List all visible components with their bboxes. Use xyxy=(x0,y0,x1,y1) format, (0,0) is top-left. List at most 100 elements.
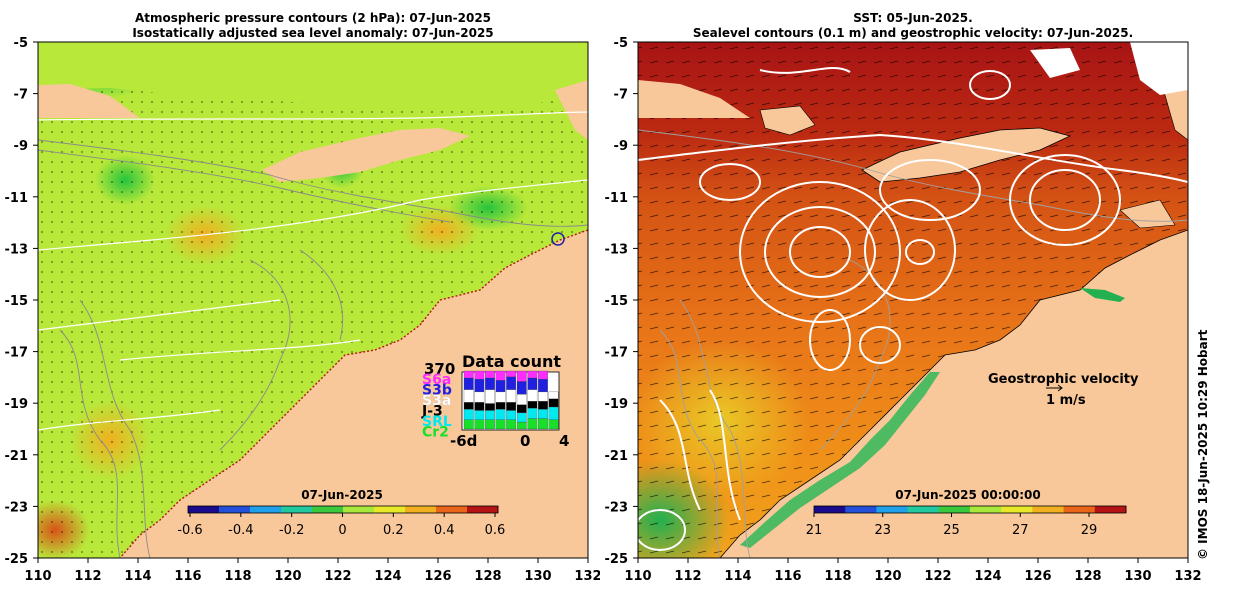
data-count-bar-segment xyxy=(474,402,485,411)
data-count-bar-segment xyxy=(538,418,548,430)
data-count-bar-segment xyxy=(538,409,548,419)
sst-x-tick-label: 116 xyxy=(774,569,801,584)
sst-x-tick-label: 110 xyxy=(624,569,651,584)
sst-x-tick-label: 114 xyxy=(724,569,751,584)
sst-cloud-mask xyxy=(1130,42,1188,95)
sst-x-tick-label: 126 xyxy=(1024,569,1051,584)
sst-x-tick-label: 132 xyxy=(1174,569,1201,584)
sla-colorbar-ticks: -0.6 -0.4 -0.2 0 0.2 0.4 0.6 xyxy=(177,513,505,538)
data-count-bar-segment xyxy=(485,389,495,404)
sla-colorbar-segment xyxy=(405,506,437,513)
data-count-bar-segment xyxy=(463,370,474,379)
sla-map-panel[interactable]: -5 -7 -9 -11 -13 -15 -17 -19 -21 -23 -25 110 112 114… xyxy=(0,0,602,590)
mission-label: S6a xyxy=(422,372,451,388)
data-count-bar-segment xyxy=(506,410,517,420)
data-count-bar-segment xyxy=(548,419,559,430)
mission-label: Cr2 xyxy=(422,425,449,441)
sst-y-tick-label: -19 xyxy=(605,397,629,412)
data-count-bar-segment xyxy=(516,421,527,430)
sla-colorbar-segment xyxy=(250,506,282,513)
data-count-bar-segment xyxy=(506,389,517,403)
sla-y-tick-label: -23 xyxy=(5,500,29,515)
sst-colorbar-segment xyxy=(1063,506,1096,513)
left-title: Atmospheric pressure contours (2 hPa): 0… xyxy=(38,11,588,41)
sst-colorbar-tick-label: 27 xyxy=(1012,523,1029,538)
right-title: SST: 05-Jun-2025. Sealevel contours (0.1… xyxy=(638,11,1188,41)
data-count-bar-segment xyxy=(485,403,495,411)
sla-colorbar-segment xyxy=(312,506,344,513)
data-count-bar-segment xyxy=(474,419,485,430)
sla-land-australia xyxy=(120,230,588,558)
sst-y-tick-label: -5 xyxy=(614,36,628,51)
data-count-bar-segment xyxy=(495,380,506,393)
sla-colorbar-tick-label: -0.2 xyxy=(279,523,304,538)
sst-y-tick-label: -9 xyxy=(614,139,628,154)
sla-colorbar-tick-label: 0.2 xyxy=(383,523,404,538)
sla-y-tick-label: -19 xyxy=(5,397,29,412)
data-count-bar-segment xyxy=(527,377,538,390)
data-count-bar-segment xyxy=(495,419,506,430)
sla-x-tick-label: 122 xyxy=(324,569,351,584)
sla-land-north-mask xyxy=(38,42,588,110)
data-count-bar-segment xyxy=(463,389,474,403)
coastal-cool-water xyxy=(740,372,940,548)
data-count-bar-segment xyxy=(495,409,506,420)
data-count-title: Data count xyxy=(462,352,561,371)
sst-y-tick-label: -15 xyxy=(605,294,629,309)
sla-colorbar-segment xyxy=(467,506,499,513)
velocity-legend-scale: 1 m/s xyxy=(1046,393,1086,408)
sst-y-tick-label: -7 xyxy=(614,88,628,103)
data-count-bar-segment xyxy=(516,370,527,382)
sst-colorbar-segment xyxy=(1001,506,1033,513)
data-count-bar-segment xyxy=(538,391,548,402)
data-count-bar-segment xyxy=(548,406,559,420)
left-title-line1: Atmospheric pressure contours (2 hPa): 0… xyxy=(134,11,492,25)
sst-x-tick-label: 122 xyxy=(924,569,951,584)
sst-colorbar-segment xyxy=(970,506,1002,513)
sst-colorbar-segment xyxy=(814,506,846,513)
data-count-x-end: 4 xyxy=(559,432,569,450)
data-count-bar-segment xyxy=(527,389,538,402)
sst-colorbar-segment xyxy=(1094,506,1127,513)
data-count-x-start: -6d xyxy=(450,432,477,450)
sla-y-tick-label: -5 xyxy=(14,36,28,51)
sla-y-tick-label: -7 xyxy=(14,88,28,103)
velocity-legend-title: Geostrophic velocity xyxy=(988,372,1139,387)
sla-x-tick-label: 130 xyxy=(524,569,551,584)
sla-colorbar-tick-label: 0.4 xyxy=(434,523,455,538)
sst-y-axis: -5 -7 -9 -11 -13 -15 -17 -19 -21 -23 -25 xyxy=(605,36,638,567)
data-count-bar-segment xyxy=(474,410,485,420)
data-count-bar-segment xyxy=(463,409,474,420)
sla-colorbar-segment xyxy=(188,506,220,513)
left-title-line2: Isostatically adjusted sea level anomaly… xyxy=(132,26,494,40)
sst-y-tick-label: -17 xyxy=(605,346,629,361)
sla-x-tick-label: 116 xyxy=(174,569,201,584)
right-title-line1: SST: 05-Jun-2025. xyxy=(853,11,973,25)
sla-x-tick-label: 120 xyxy=(274,569,301,584)
sla-land xyxy=(555,80,588,140)
sst-colorbar-tick-label: 21 xyxy=(806,523,823,538)
data-count-bar-segment xyxy=(538,378,548,393)
data-count-bar-segment xyxy=(506,370,517,377)
sla-x-tick-label: 128 xyxy=(474,569,501,584)
sst-x-tick-label: 124 xyxy=(974,569,1001,584)
velocity-scale-arrow xyxy=(1046,384,1063,392)
data-count-bar-segment xyxy=(506,402,517,411)
sla-x-axis: 110 112 114 116 118 120 122 124 126 128 130 132 xyxy=(24,558,602,584)
sla-bathymetry-contours xyxy=(38,139,588,558)
sst-y-tick-label: -23 xyxy=(605,500,629,515)
data-count-bar-segment xyxy=(538,401,548,410)
sla-colorbar-tick-label: -0.4 xyxy=(228,523,253,538)
sst-map-panel[interactable]: -5 -7 -9 -11 -13 -15 -17 -19 -21 -23 -25 110 112 114… xyxy=(600,0,1250,590)
sla-y-tick-label: -17 xyxy=(5,346,29,361)
sst-cloud-mask xyxy=(1030,48,1080,78)
sst-x-tick-label: 112 xyxy=(674,569,701,584)
sst-land xyxy=(638,80,750,118)
sst-colorbar-segment xyxy=(907,506,940,513)
mission-label: J-3 xyxy=(421,404,443,420)
sst-y-tick-label: -13 xyxy=(605,242,629,257)
data-count-bar-segment xyxy=(463,419,474,430)
sla-colorbar-segment xyxy=(281,506,313,513)
sla-x-tick-label: 110 xyxy=(24,569,51,584)
sla-y-tick-label: -25 xyxy=(5,552,29,567)
